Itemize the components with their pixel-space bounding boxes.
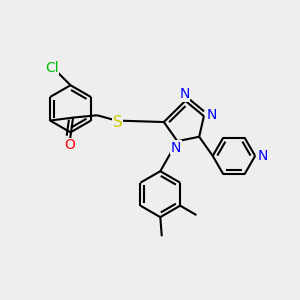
Text: O: O bbox=[65, 138, 76, 152]
Text: N: N bbox=[171, 141, 181, 154]
Text: S: S bbox=[113, 115, 123, 130]
Text: N: N bbox=[207, 108, 217, 122]
Text: N: N bbox=[179, 87, 190, 101]
Text: N: N bbox=[257, 149, 268, 163]
Text: Cl: Cl bbox=[45, 61, 59, 75]
